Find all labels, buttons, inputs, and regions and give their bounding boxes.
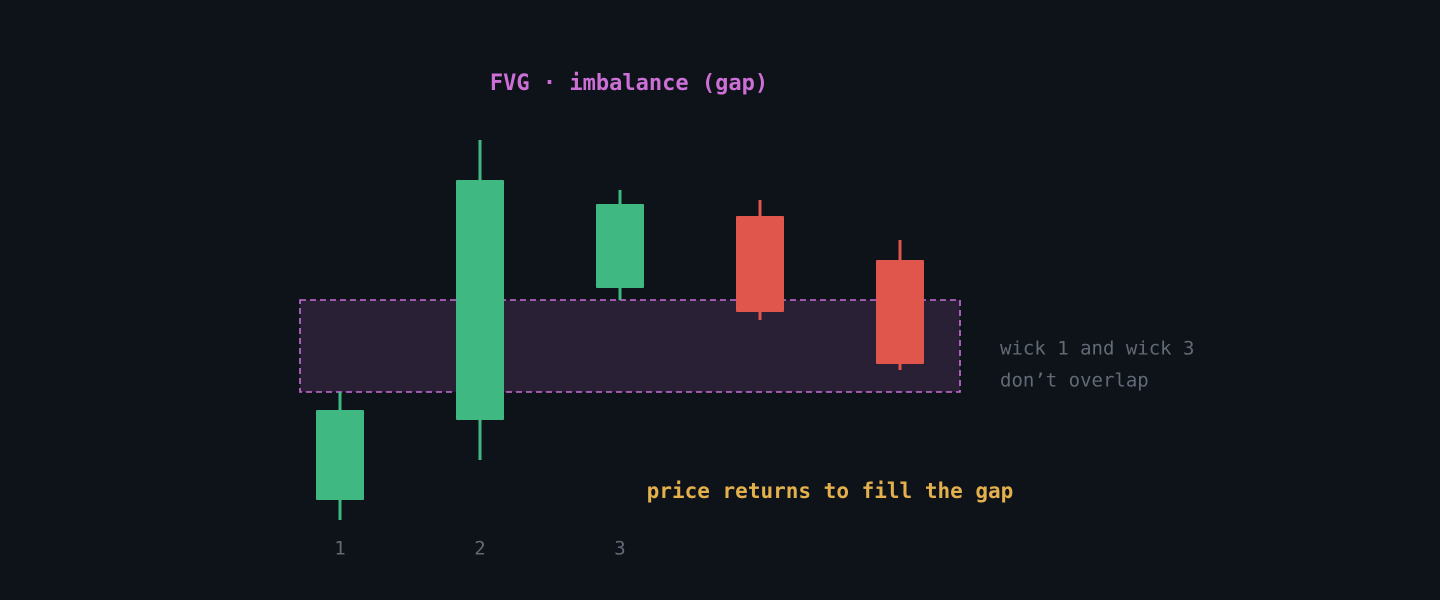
x-tick-label: 1	[334, 538, 345, 560]
annotation: don’t overlap	[1000, 370, 1149, 392]
annotation: wick 1 and wick 3	[1000, 338, 1194, 360]
x-tick-label: 2	[474, 538, 485, 560]
candle-body	[876, 260, 924, 364]
zone-layer	[299, 299, 961, 393]
x-tick-label: 3	[614, 538, 625, 560]
chart-title: FVG · imbalance (gap)	[490, 71, 768, 96]
candle-body	[456, 180, 504, 420]
candle-body	[316, 410, 364, 500]
gap-zone	[299, 299, 961, 393]
candle-body	[736, 216, 784, 312]
annotation: price returns to fill the gap	[647, 479, 1014, 503]
candle-body	[596, 204, 644, 288]
candle-layer	[316, 140, 924, 520]
